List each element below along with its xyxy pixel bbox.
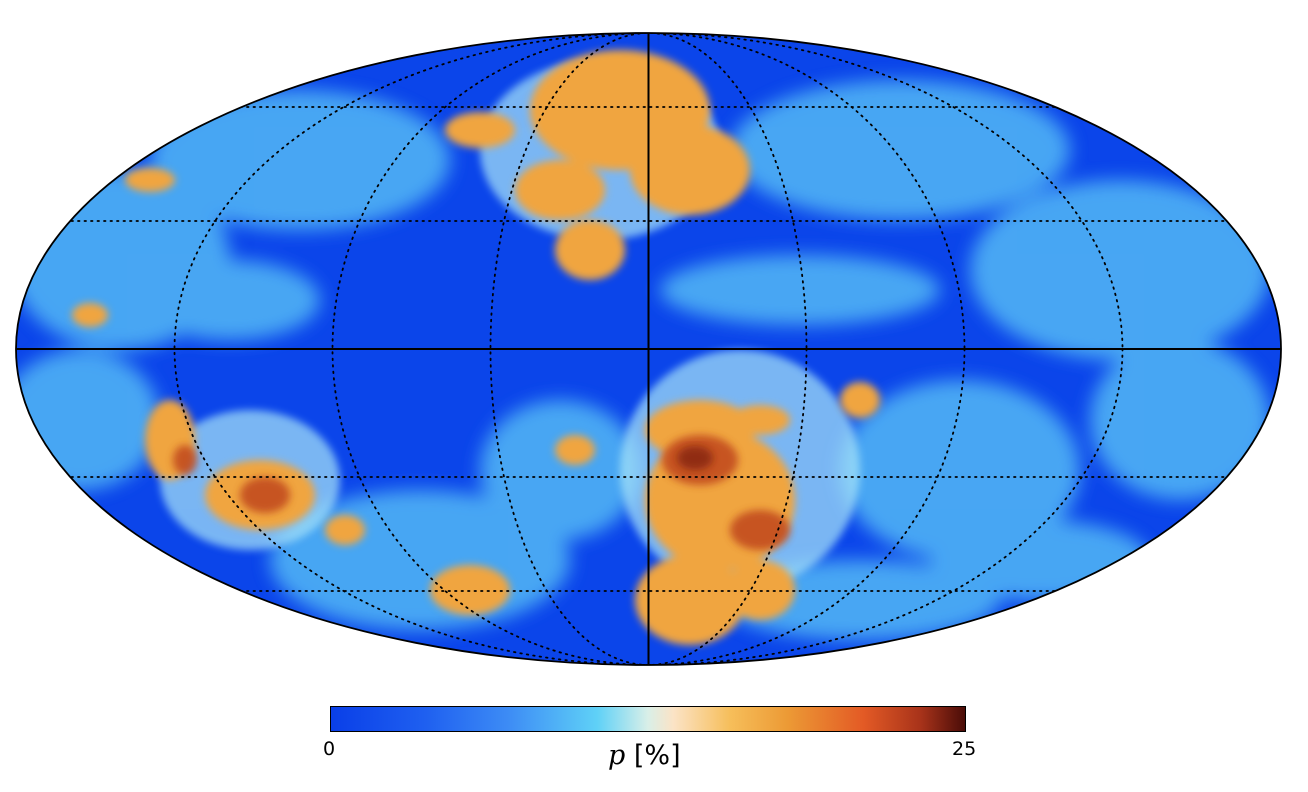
colorbar-variable: p bbox=[608, 740, 626, 771]
map-outline bbox=[15, 32, 1282, 666]
colorbar-min-label: 0 bbox=[323, 738, 336, 760]
colorbar-unit: [%] bbox=[633, 740, 681, 771]
central-axes bbox=[16, 33, 1281, 665]
colorbar-max-label: 25 bbox=[952, 738, 977, 760]
colorbar-title: p [%] bbox=[608, 740, 681, 771]
colorbar bbox=[330, 706, 966, 732]
dark-core-regions bbox=[677, 446, 713, 470]
